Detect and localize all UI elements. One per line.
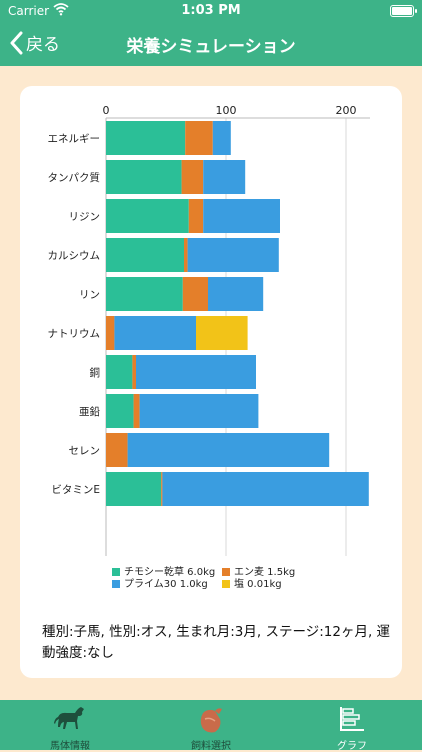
status-bar: Carrier 1:03 PM [0,0,422,22]
carrier-label: Carrier [8,4,50,18]
bar-segment [139,394,259,428]
chevron-left-icon [10,31,24,55]
tab-bar: 馬体情報 飼料選択 グラフ [0,700,422,752]
category-label: 銅 [90,366,101,379]
x-tick-label: 100 [216,104,237,117]
bar-segment [203,160,246,194]
bar-segment [106,238,184,272]
bar-segment [196,316,248,350]
bar-segment [208,277,264,311]
wifi-icon [53,2,69,19]
category-label: エネルギー [48,133,101,145]
bar-segment [127,433,330,467]
bar-segment [185,121,213,155]
feed-bag-icon [196,705,226,739]
bar-segment [212,121,231,155]
bar-segment [106,394,134,428]
bar-segment [203,199,280,233]
category-label: ナトリウム [48,328,101,340]
bar-segment [106,277,183,311]
bar-segment [132,355,136,389]
tab-graph[interactable]: グラフ [282,700,422,752]
bar-segment [106,316,115,350]
bar-segment [106,433,128,467]
bar-segment [181,160,204,194]
bar-segment [106,472,162,506]
legend-label: エン麦 1.5kg [234,566,295,578]
horse-info-text: 種別:子馬, 性別:オス, 生まれ月:3月, ステージ:12ヶ月, 運動強度:な… [42,624,391,661]
bar-segment [106,160,182,194]
category-label: カルシウム [48,250,101,262]
bar-chart-icon [337,705,367,737]
bar-segment [133,394,140,428]
bar-segment [184,238,188,272]
category-label: タンパク質 [48,171,101,184]
category-label: ビタミンE [51,484,100,496]
tab-label: 馬体情報 [50,741,90,752]
tab-label: 飼料選択 [191,741,231,752]
bar-segment [187,238,279,272]
back-label: 戻る [26,35,60,55]
tab-label: グラフ [337,741,367,752]
category-label: リン [79,289,100,301]
bar-segment [188,199,204,233]
page-title: 栄養シミュレーション [126,37,296,57]
chart-card: 0 100 200 エネルギータンパク質リジンカルシウムリンナトリウム銅亜鉛セレンビタ… [20,86,402,678]
category-label: 亜鉛 [79,405,100,418]
bar-segment [136,355,256,389]
category-label: セレン [69,445,101,457]
legend-label: 塩 0.01kg [234,577,282,590]
legend-swatch [112,580,120,588]
category-label: リジン [69,211,101,223]
x-tick-label: 0 [103,104,110,117]
legend-label: プライム30 1.0kg [124,578,208,590]
navigation-bar: 戻る 栄養シミュレーション [0,22,422,66]
horse-icon [53,705,87,737]
legend-label: チモシー乾草 6.0kg [124,565,215,578]
legend-swatch [112,568,120,576]
bar-segment [106,355,133,389]
tab-feed-select[interactable]: 飼料選択 [141,700,281,752]
bar-segment [106,121,186,155]
legend-swatch [222,580,230,588]
bar-segment [106,199,189,233]
status-time: 1:03 PM [181,3,241,18]
bar-segment [162,472,369,506]
bar-segment [114,316,196,350]
battery-icon [390,5,417,17]
tab-horse-info[interactable]: 馬体情報 [0,700,140,752]
nutrition-chart: 0 100 200 エネルギータンパク質リジンカルシウムリンナトリウム銅亜鉛セレンビタ… [48,104,370,590]
bar-segment [161,472,163,506]
bar-segment [182,277,208,311]
x-tick-label: 200 [336,104,357,117]
legend-swatch [222,568,230,576]
back-button[interactable]: 戻る [10,30,60,55]
